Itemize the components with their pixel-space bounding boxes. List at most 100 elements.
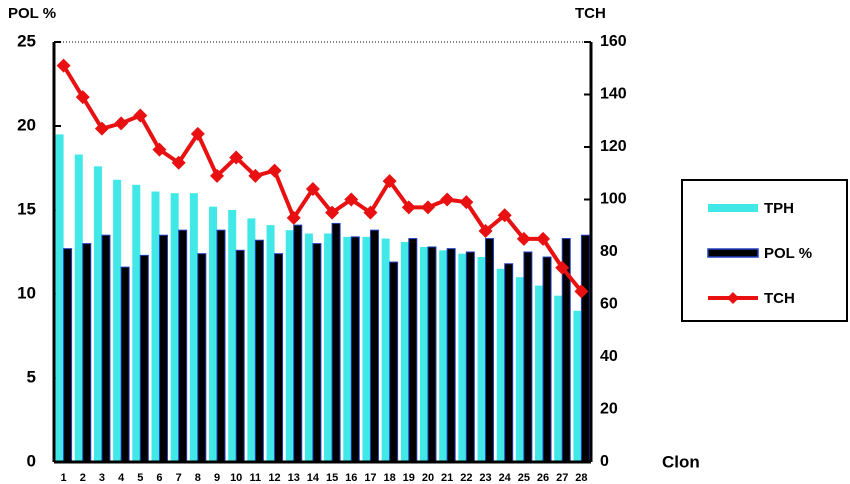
bar (170, 193, 179, 462)
x-tick-label: 3 (99, 472, 105, 484)
bar (274, 253, 284, 463)
x-tick-label: 22 (460, 472, 472, 484)
line-marker (133, 108, 148, 123)
legend-swatch (707, 248, 759, 258)
bar (580, 234, 590, 463)
bar (158, 234, 168, 463)
x-tick-label: 4 (118, 472, 125, 484)
x-tick-label: 15 (326, 472, 338, 484)
line-marker (516, 231, 531, 246)
legend-marker (727, 292, 739, 304)
bar (369, 229, 379, 463)
bar (312, 243, 322, 463)
bar (55, 134, 64, 462)
bar (477, 257, 486, 462)
line-marker (420, 200, 435, 215)
bar (132, 184, 141, 463)
bar (458, 253, 467, 462)
line-marker (325, 205, 340, 220)
bar (350, 236, 360, 463)
line-marker (574, 284, 589, 299)
bar (408, 238, 418, 463)
line-marker (459, 195, 474, 210)
line-marker (94, 121, 109, 136)
bar (362, 236, 371, 462)
legend-label: TPH (764, 200, 794, 217)
bar (304, 233, 313, 462)
bar (554, 295, 563, 462)
y2-tick-label: 80 (600, 243, 618, 260)
bar (515, 277, 524, 462)
line-marker (536, 231, 551, 246)
x-tick-label: 26 (537, 472, 549, 484)
bar (535, 285, 544, 462)
line-marker (497, 208, 512, 223)
bar (285, 230, 294, 462)
legend-label: POL % (764, 245, 812, 262)
line-marker (229, 150, 244, 165)
bar (101, 234, 111, 463)
y2-tick-label: 120 (600, 138, 627, 155)
x-tick-label: 18 (384, 472, 396, 484)
y-tick-label: 25 (17, 31, 36, 50)
x-tick-label: 28 (575, 472, 587, 484)
line-marker (440, 192, 455, 207)
x-tick-label: 14 (307, 472, 320, 484)
x-tick-label: 16 (345, 472, 357, 484)
y-tick-label: 20 (17, 115, 36, 134)
line-marker (401, 200, 416, 215)
bar (216, 229, 226, 463)
line-marker (344, 192, 359, 207)
x-tick-label: 24 (499, 472, 512, 484)
x-tick-label: 21 (441, 472, 453, 484)
bar (485, 238, 495, 463)
line-marker (286, 210, 301, 225)
line-marker (363, 205, 378, 220)
bar (504, 263, 514, 463)
x-tick-label: 5 (137, 472, 143, 484)
y2-tick-label: 100 (600, 191, 627, 208)
x-tick-label: 13 (288, 472, 300, 484)
y2-tick-label: 20 (600, 401, 618, 418)
y2-tick-label: 140 (600, 86, 627, 103)
bar (63, 248, 73, 463)
line-marker (248, 168, 263, 183)
bar (427, 246, 437, 463)
bar (343, 236, 352, 462)
bar (324, 233, 333, 462)
bar (189, 193, 198, 462)
bar (254, 239, 264, 463)
bar (446, 248, 456, 463)
bar (331, 222, 341, 463)
y2-tick-label: 60 (600, 296, 618, 313)
bar (120, 266, 130, 463)
x-tick-label: 8 (195, 472, 201, 484)
line-marker (267, 163, 282, 178)
line-marker (75, 90, 90, 105)
y-axis-title: POL % (8, 5, 56, 22)
y-tick-label: 10 (17, 283, 36, 302)
line-marker (305, 182, 320, 196)
y2-tick-label: 160 (600, 33, 627, 50)
line-marker (210, 168, 225, 183)
bar (389, 261, 399, 463)
bar (419, 246, 428, 462)
bar (523, 251, 533, 463)
line-marker (152, 142, 167, 157)
bar (439, 250, 448, 462)
bar (93, 166, 102, 462)
y2-axis-title: TCH (575, 5, 606, 22)
y2-tick-label: 40 (600, 348, 618, 365)
bar (235, 249, 245, 463)
y-tick-label: 15 (17, 199, 36, 218)
x-tick-label: 6 (156, 472, 162, 484)
bar (197, 253, 207, 463)
bar (139, 254, 149, 463)
bar (247, 218, 256, 462)
x-tick-label: 11 (250, 472, 262, 484)
x-tick-label: 17 (364, 472, 376, 484)
line-marker (382, 174, 397, 189)
bar (178, 229, 188, 463)
x-tick-label: 10 (230, 472, 242, 484)
x-tick-label: 27 (556, 472, 568, 484)
